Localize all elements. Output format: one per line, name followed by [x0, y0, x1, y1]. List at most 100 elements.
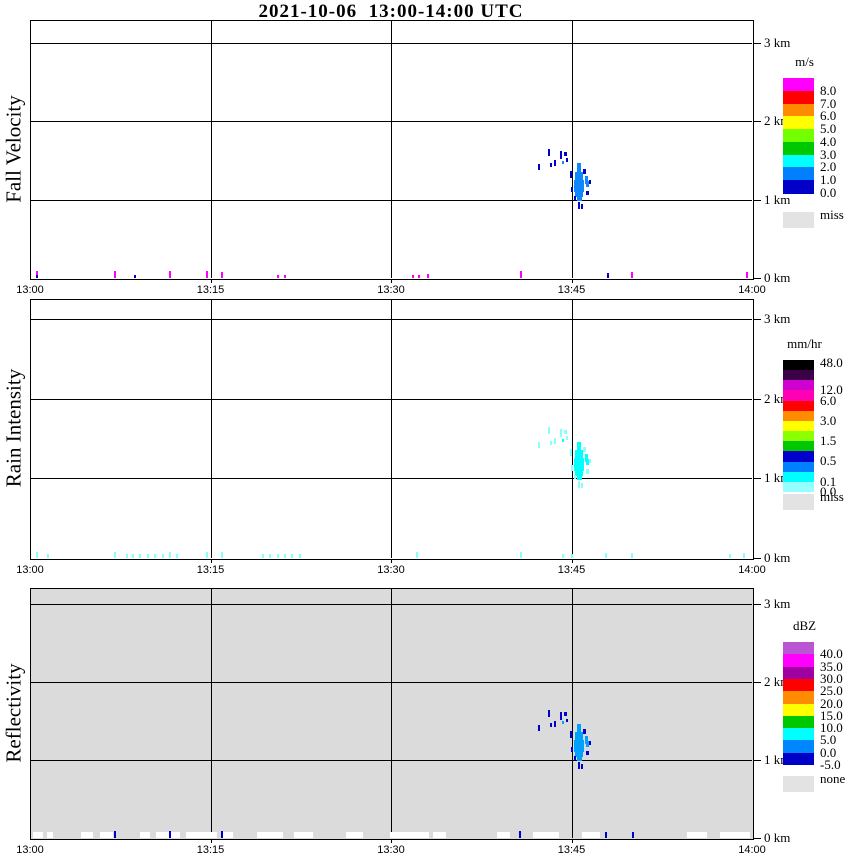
legend-label: 3.0 — [820, 146, 837, 162]
surface-tick — [631, 272, 634, 278]
legend-label: 8.0 — [820, 82, 837, 98]
surface-tick — [221, 272, 224, 278]
xtick-outside — [391, 839, 392, 843]
time-label-13:30: 13:30 — [377, 284, 405, 296]
gridline-13:45 — [571, 21, 573, 278]
time-label-13:30: 13:30 — [377, 844, 405, 856]
legend-label: 10.0 — [820, 720, 843, 736]
data-cell — [577, 195, 583, 201]
legend-label: 1.0 — [820, 172, 837, 188]
legend-label: 0.0 — [820, 483, 837, 499]
data-cell — [584, 176, 588, 184]
surface-bar — [582, 832, 601, 838]
data-cell — [574, 180, 585, 192]
data-cell — [580, 764, 583, 770]
surface-tick — [284, 554, 287, 558]
legend-label: 4.0 — [820, 133, 837, 149]
ytick-1km — [753, 760, 761, 761]
data-cell — [559, 711, 562, 720]
legend-band — [783, 360, 814, 371]
legend-band — [783, 691, 814, 704]
data-cell — [547, 148, 550, 157]
data-cell — [583, 168, 586, 174]
legend-label: 2.0 — [820, 159, 837, 175]
data-cell — [575, 189, 584, 197]
data-cell — [561, 160, 565, 164]
legend-band — [783, 420, 814, 432]
data-cell — [586, 741, 590, 748]
data-cell — [584, 454, 588, 463]
surface-tick — [412, 275, 415, 278]
legend-label: 15.0 — [820, 707, 843, 723]
surface-bar — [719, 832, 750, 838]
km-label-3km: 3 km — [764, 35, 791, 50]
data-cell — [538, 724, 541, 731]
surface-tick — [269, 554, 272, 558]
surface-tick — [113, 552, 116, 558]
legend-label: 12.0 — [820, 382, 843, 398]
surface-bar — [186, 832, 217, 838]
legend-band — [783, 400, 814, 412]
ytick-0km — [753, 838, 761, 839]
legend-band — [783, 481, 814, 493]
data-cell — [547, 426, 550, 434]
legend-label: 0.0 — [820, 185, 837, 201]
legend-band — [783, 461, 814, 473]
legend-miss-swatch — [783, 776, 814, 792]
data-cell — [553, 720, 556, 727]
surface-tick — [570, 554, 573, 558]
legend-label: 3.0 — [820, 412, 837, 428]
legend-label: 1.5 — [820, 433, 837, 449]
data-cell — [576, 723, 582, 734]
data-cell — [583, 447, 586, 453]
gridline-13:15 — [210, 21, 212, 278]
legend-miss-swatch — [783, 212, 814, 228]
data-cell — [549, 163, 552, 167]
data-cell — [574, 172, 583, 183]
surface-tick — [169, 831, 172, 838]
legend-band — [783, 180, 814, 194]
data-cell — [576, 163, 582, 174]
surface-tick — [416, 552, 419, 558]
data-cell — [561, 438, 565, 442]
surface-tick — [427, 274, 430, 278]
surface-tick — [169, 552, 172, 558]
ytick-3km — [753, 43, 761, 44]
gridline-13:30 — [391, 21, 392, 278]
legend-band — [783, 752, 814, 766]
ytick-3km — [753, 604, 761, 605]
data-cell — [538, 164, 541, 171]
data-cell — [569, 449, 573, 457]
surface-tick — [729, 554, 732, 558]
data-cell — [559, 428, 562, 437]
surface-tick — [176, 554, 179, 558]
surface-bar — [222, 832, 234, 838]
data-cell — [574, 732, 583, 743]
surface-tick — [169, 271, 172, 278]
surface-bar — [257, 832, 283, 838]
surface-bar — [293, 832, 313, 838]
surface-tick — [161, 554, 164, 558]
surface-tick — [291, 554, 294, 558]
legend-band — [783, 678, 814, 692]
legend-band — [783, 90, 814, 105]
legend-band — [783, 728, 814, 741]
data-cell — [573, 756, 576, 761]
data-cell — [549, 723, 552, 728]
legend-band — [783, 715, 814, 729]
surface-tick — [299, 554, 302, 558]
surface-tick — [154, 554, 157, 558]
data-cell — [573, 195, 576, 200]
data-cell — [564, 429, 567, 434]
data-cell — [577, 762, 580, 770]
surface-tick — [221, 831, 224, 838]
xtick-outside — [391, 279, 392, 283]
legend-miss-label: miss — [820, 489, 844, 504]
legend-label: 35.0 — [820, 658, 843, 674]
surface-tick — [125, 554, 128, 558]
gridline-13:30 — [391, 589, 392, 838]
legend-miss-label: miss — [820, 207, 844, 222]
surface-tick — [138, 554, 141, 558]
data-cell — [586, 190, 589, 195]
